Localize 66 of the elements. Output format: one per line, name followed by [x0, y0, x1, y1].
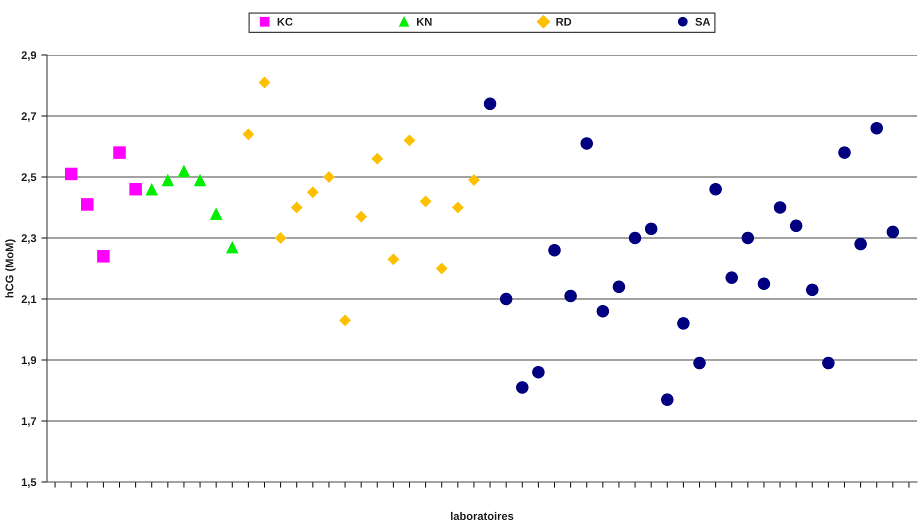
point — [81, 198, 94, 211]
point — [516, 381, 529, 394]
point — [178, 164, 190, 178]
point — [274, 232, 287, 244]
point — [371, 152, 384, 165]
point — [242, 128, 254, 140]
y-tick-label: 2,7 — [22, 112, 36, 122]
point — [709, 182, 722, 196]
point — [838, 146, 851, 159]
point — [64, 168, 78, 180]
legend-label: RD — [556, 18, 572, 26]
point — [355, 210, 368, 223]
y-tick-label: 1,9 — [22, 356, 36, 366]
point — [420, 196, 432, 208]
point — [596, 304, 610, 318]
point — [870, 122, 883, 134]
point — [97, 250, 110, 263]
point — [468, 174, 480, 186]
point — [210, 207, 222, 220]
point — [145, 182, 158, 196]
y-axis-title: hCG (MoM) — [5, 239, 16, 298]
point — [854, 238, 867, 250]
point — [612, 280, 626, 294]
point — [886, 226, 900, 238]
legend-label: KC — [278, 18, 293, 26]
point — [564, 290, 577, 302]
point — [806, 284, 819, 296]
point — [306, 186, 319, 198]
point — [790, 220, 802, 232]
point — [162, 174, 174, 186]
point — [758, 278, 770, 290]
point — [194, 174, 206, 186]
y-tick-label: 2,3 — [22, 234, 36, 244]
point — [339, 314, 351, 326]
point — [822, 356, 835, 370]
point — [548, 244, 561, 256]
point — [387, 253, 400, 266]
point — [774, 201, 786, 214]
legend-label: KN — [417, 18, 432, 26]
y-tick-label: 2,5 — [22, 173, 36, 183]
y-tick-label: 1,7 — [22, 417, 36, 427]
point — [742, 232, 754, 244]
point — [129, 182, 142, 196]
point — [290, 202, 303, 214]
point — [452, 202, 464, 214]
x-axis-title: laboratoires — [450, 512, 514, 520]
y-tick-label: 1,5 — [22, 478, 36, 488]
point — [644, 222, 658, 236]
point — [628, 232, 642, 244]
point — [677, 317, 690, 330]
point — [484, 98, 496, 110]
point — [113, 146, 126, 159]
point — [532, 366, 545, 378]
y-tick-label: 2,1 — [22, 295, 36, 305]
point — [323, 171, 335, 183]
y-tick-label: 2,9 — [22, 51, 36, 61]
point — [725, 271, 738, 284]
point — [500, 292, 512, 306]
point — [226, 240, 239, 254]
point — [580, 137, 593, 150]
legend-label: SA — [695, 18, 710, 26]
point — [693, 356, 706, 370]
point — [258, 76, 270, 88]
point — [404, 134, 416, 146]
point — [436, 262, 448, 274]
point — [661, 393, 674, 406]
